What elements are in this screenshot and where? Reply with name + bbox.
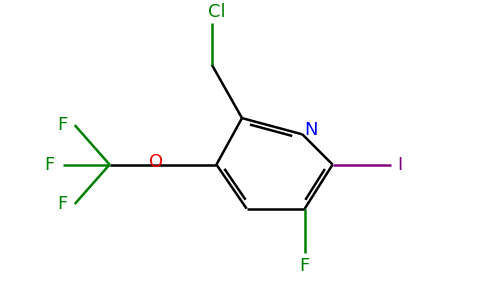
Text: F: F <box>58 116 68 134</box>
Text: F: F <box>300 257 310 275</box>
Text: F: F <box>45 156 55 174</box>
Text: F: F <box>58 195 68 213</box>
Text: I: I <box>398 156 403 174</box>
Text: Cl: Cl <box>208 2 225 20</box>
Text: O: O <box>149 153 163 171</box>
Text: N: N <box>305 121 318 139</box>
